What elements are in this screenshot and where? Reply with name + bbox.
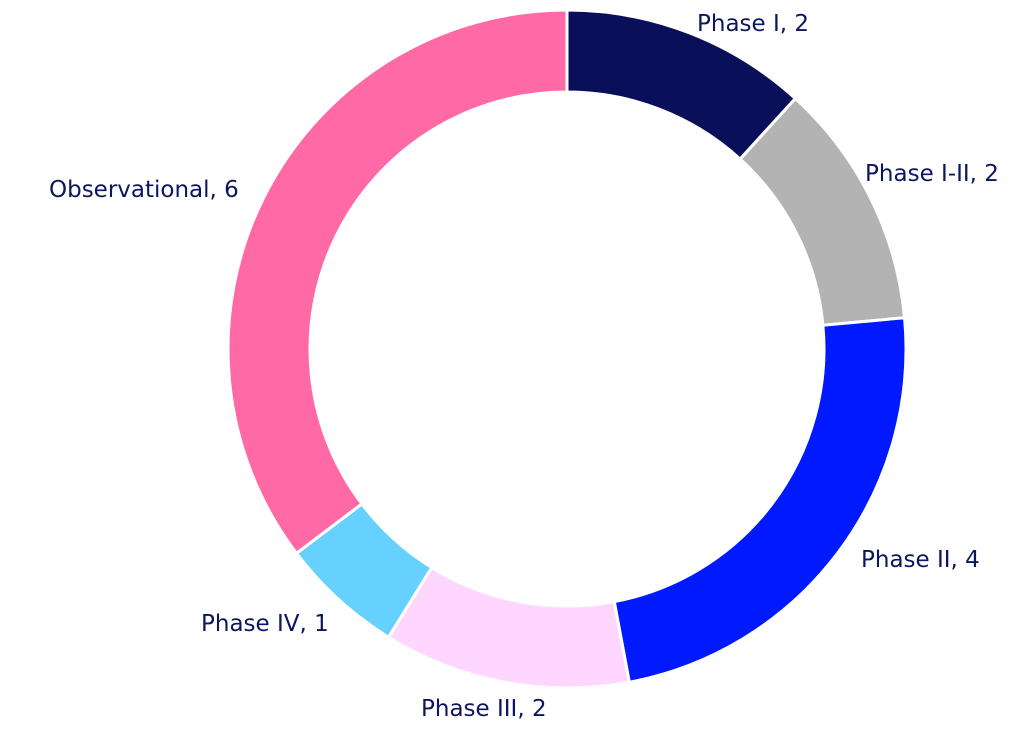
slice-label: Phase III, 2 xyxy=(421,696,547,722)
slice-label: Phase IV, 1 xyxy=(201,611,329,637)
donut-slice xyxy=(386,565,632,690)
donut-slice xyxy=(612,316,908,684)
donut-slice xyxy=(226,8,569,556)
slice-label: Phase II, 4 xyxy=(861,547,980,573)
donut-slice xyxy=(738,96,907,327)
slice-label: Phase I-II, 2 xyxy=(865,161,999,187)
slice-label: Phase I, 2 xyxy=(697,11,810,37)
slice-label: Observational, 6 xyxy=(49,177,239,203)
